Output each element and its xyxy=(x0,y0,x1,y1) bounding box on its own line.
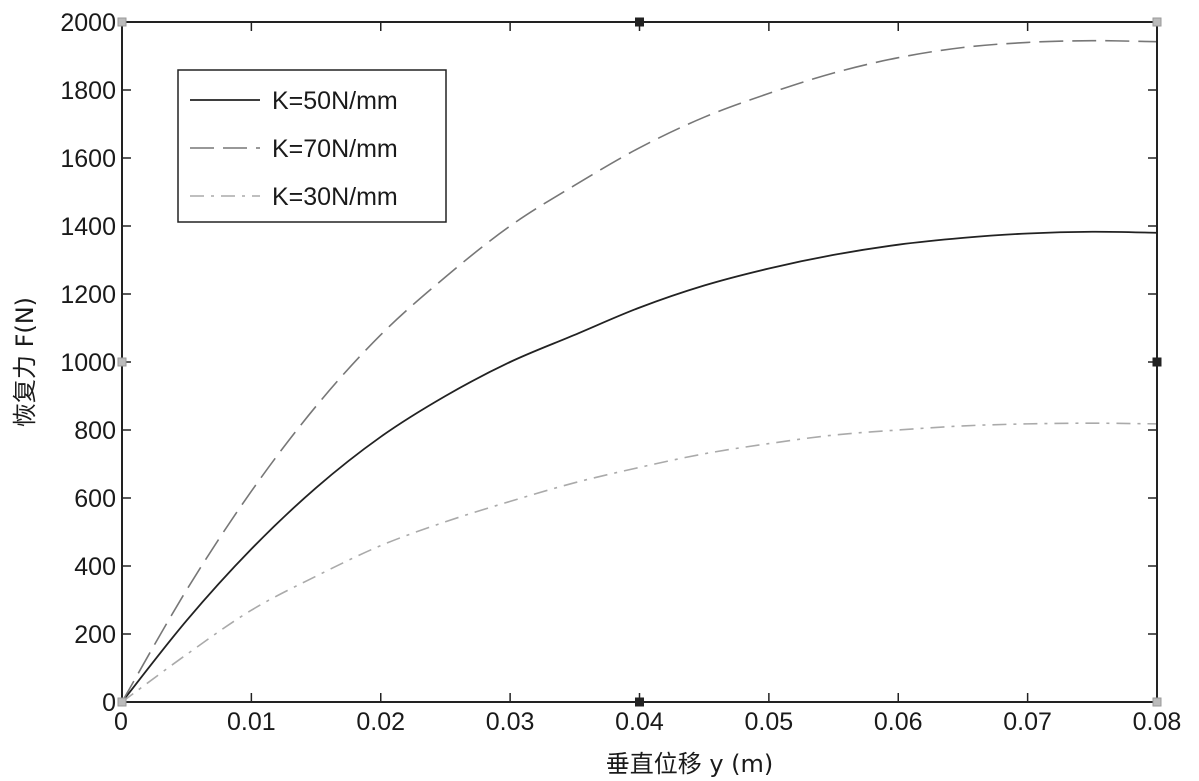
y-tick-label: 600 xyxy=(74,485,116,513)
frame-handle xyxy=(117,357,127,367)
x-tick-label: 0 xyxy=(114,708,128,736)
legend-label-3: K=30N/mm xyxy=(272,183,398,211)
series-line-3 xyxy=(121,422,1158,703)
y-tick-label: 1000 xyxy=(60,349,116,377)
x-tick-label: 0.06 xyxy=(874,708,923,736)
x-tick-label: 0.03 xyxy=(486,708,535,736)
y-tick-label: 1600 xyxy=(60,145,116,173)
legend-label-1: K=50N/mm xyxy=(272,87,398,115)
y-tick-label: 1400 xyxy=(60,213,116,241)
y-tick-label: 2000 xyxy=(60,9,116,37)
frame-handle xyxy=(1152,17,1162,27)
frame-handle xyxy=(1152,357,1162,367)
x-tick-label: 0.05 xyxy=(745,708,794,736)
legend-label-2: K=70N/mm xyxy=(272,135,398,163)
y-tick-label: 200 xyxy=(74,621,116,649)
x-tick-label: 0.07 xyxy=(1003,708,1052,736)
x-tick-label: 0.08 xyxy=(1133,708,1182,736)
frame-handles xyxy=(117,17,1162,707)
series-layer xyxy=(121,39,1158,703)
series-line-1 xyxy=(121,230,1158,703)
frame-handle xyxy=(117,17,127,27)
legend: K=50N/mm K=70N/mm K=30N/mm xyxy=(177,69,447,223)
y-tick-label: 400 xyxy=(74,553,116,581)
y-tick-label: 800 xyxy=(74,417,116,445)
frame-handle xyxy=(117,697,127,707)
frame-handle xyxy=(635,17,644,27)
x-tick-label: 0.01 xyxy=(227,708,276,736)
x-tick-label: 0.02 xyxy=(356,708,405,736)
frame-handle xyxy=(635,697,644,707)
y-tick-label: 1200 xyxy=(60,281,116,309)
y-axis-label: 恢复力 F(N) xyxy=(11,297,39,427)
tick-labels: 0 0.01 0.02 0.03 0.04 0.05 0.06 0.07 0.08 0 200 400… xyxy=(60,9,1181,736)
x-axis-label: 垂直位移 y (m) xyxy=(606,750,774,778)
y-tick-label: 1800 xyxy=(60,77,116,105)
legend-items: K=50N/mm K=70N/mm K=30N/mm xyxy=(190,87,398,211)
frame-handle xyxy=(1152,697,1162,707)
series-line-2 xyxy=(121,39,1158,703)
y-tick-label: 0 xyxy=(102,689,116,717)
x-tick-label: 0.04 xyxy=(615,708,664,736)
